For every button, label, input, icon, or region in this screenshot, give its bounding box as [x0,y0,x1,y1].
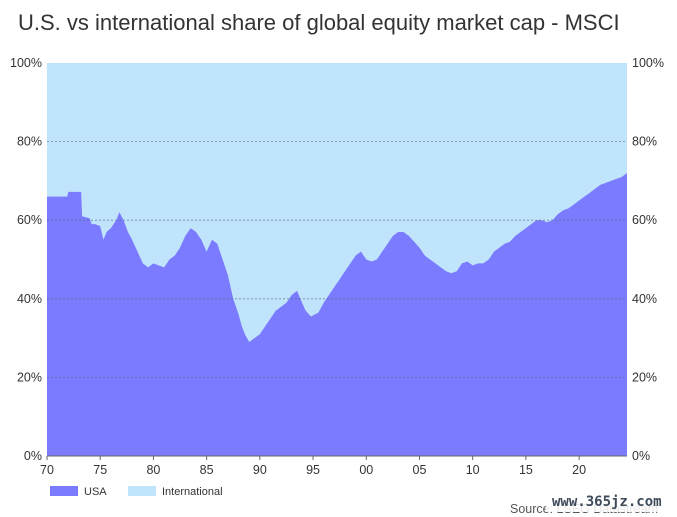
x-axis: 70 75 80 85 90 95 00 05 10 15 20 [40,455,627,477]
watermark: www.365jz.com [546,490,674,512]
y-tick-label-left: 80% [17,135,42,149]
series-usa-area [47,173,627,456]
x-tick-label: 15 [519,463,533,477]
y-tick-label-left: 100% [10,56,42,70]
x-tick-label: 80 [146,463,160,477]
gridlines [47,141,627,378]
y-tick-label-right: 60% [632,213,657,227]
y-tick-label-right: 0% [632,449,650,463]
legend: USA International [50,486,223,498]
y-tick-label-right: 40% [632,292,657,306]
x-tick-label: 70 [40,463,54,477]
x-tick-label: 85 [200,463,214,477]
y-tick-label-left: 60% [17,213,42,227]
watermark-background [546,490,674,512]
plot-area [47,63,627,456]
y-axis-left: 0% 20% 40% 60% 80% 100% [10,56,42,463]
y-tick-label-right: 20% [632,370,657,384]
y-tick-label-left: 40% [17,292,42,306]
y-axis-right: 0% 20% 40% 60% 80% 100% [632,56,664,463]
legend-label-usa: USA [84,486,107,498]
chart-title: U.S. vs international share of global eq… [18,10,620,35]
x-tick-label: 75 [93,463,107,477]
x-tick-label: 10 [466,463,480,477]
y-tick-label-right: 100% [632,56,664,70]
legend-swatch-usa [50,486,78,496]
y-tick-label-left: 0% [24,449,42,463]
legend-label-international: International [162,486,223,498]
x-tick-label: 20 [572,463,586,477]
watermark-text: www.365jz.com [552,494,662,510]
x-tick-label: 90 [253,463,267,477]
x-tick-label: 05 [413,463,427,477]
x-tick-label: 00 [359,463,373,477]
legend-swatch-international [128,486,156,496]
y-tick-label-right: 80% [632,135,657,149]
y-tick-label-left: 20% [17,370,42,384]
x-tick-label: 95 [306,463,320,477]
